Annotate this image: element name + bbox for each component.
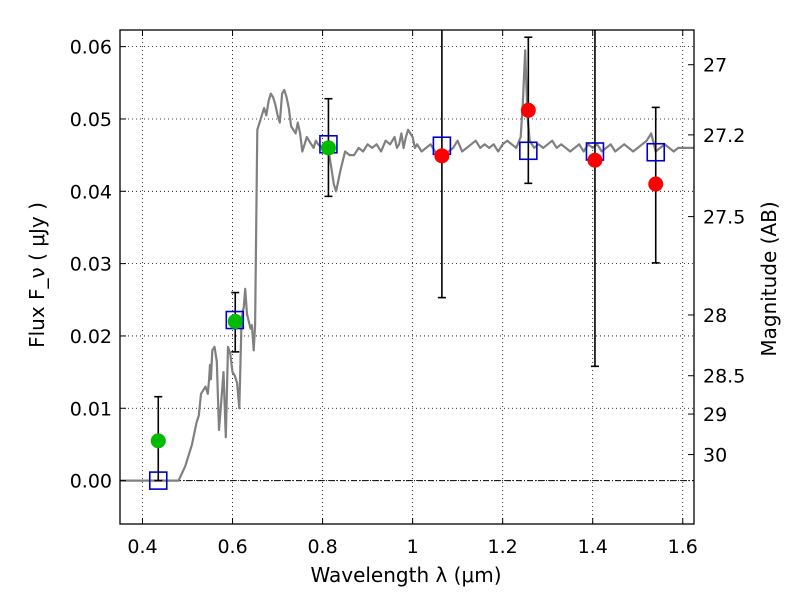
data-point-marker xyxy=(434,148,450,164)
x-tick-label: 1.4 xyxy=(578,536,608,558)
data-point-marker xyxy=(227,313,243,329)
model-spectrum xyxy=(120,49,694,482)
axis-ticks: 0.4 0.6 0.8 1 1.2 1.4 1.6 0.00 0.01 0.02 0.03 0.04 0… xyxy=(70,30,745,558)
y-tick-label: 0.04 xyxy=(70,181,112,203)
data-point-marker xyxy=(520,102,536,118)
right-tick-label: 28 xyxy=(703,305,727,327)
right-tick-label: 29 xyxy=(703,404,727,426)
right-tick-label: 27.2 xyxy=(703,125,745,147)
right-tick-label: 28.5 xyxy=(703,366,745,388)
x-tick-label: 1.2 xyxy=(488,536,518,558)
right-tick-label: 30 xyxy=(703,445,727,467)
y-tick-label: 0.05 xyxy=(70,109,112,131)
y-tick-label: 0.03 xyxy=(70,254,112,276)
x-tick-label: 0.6 xyxy=(217,536,247,558)
data-point-marker xyxy=(587,152,603,168)
model-square-marker xyxy=(519,141,538,161)
plot-frame xyxy=(119,29,695,525)
data-point-marker xyxy=(150,433,166,449)
x-tick-label: 0.4 xyxy=(127,536,157,558)
right-axis-label: Magnitude (AB) xyxy=(757,201,781,356)
right-tick-label: 27 xyxy=(703,55,727,77)
x-axis-label: Wavelength λ (μm) xyxy=(310,563,501,587)
x-tick-label: 1 xyxy=(407,536,419,558)
model-square-marker xyxy=(148,471,168,490)
x-tick-label: 0.8 xyxy=(307,536,337,558)
grid-lines xyxy=(120,30,694,524)
y-tick-label: 0.01 xyxy=(70,398,112,420)
error-bars xyxy=(154,30,660,482)
data-point-marker xyxy=(320,140,336,156)
right-tick-label: 27.5 xyxy=(703,207,745,229)
data-markers xyxy=(148,102,666,490)
data-point-marker xyxy=(648,176,664,192)
x-tick-label: 1.6 xyxy=(668,536,698,558)
y-tick-label: 0.02 xyxy=(70,326,112,348)
y-tick-label: 0.06 xyxy=(70,37,112,59)
spectrum-line xyxy=(120,49,694,482)
y-axis-label: Flux F_ν ( μJy ) xyxy=(25,202,49,348)
model-square-marker xyxy=(646,142,666,162)
y-tick-label: 0.00 xyxy=(70,471,112,493)
